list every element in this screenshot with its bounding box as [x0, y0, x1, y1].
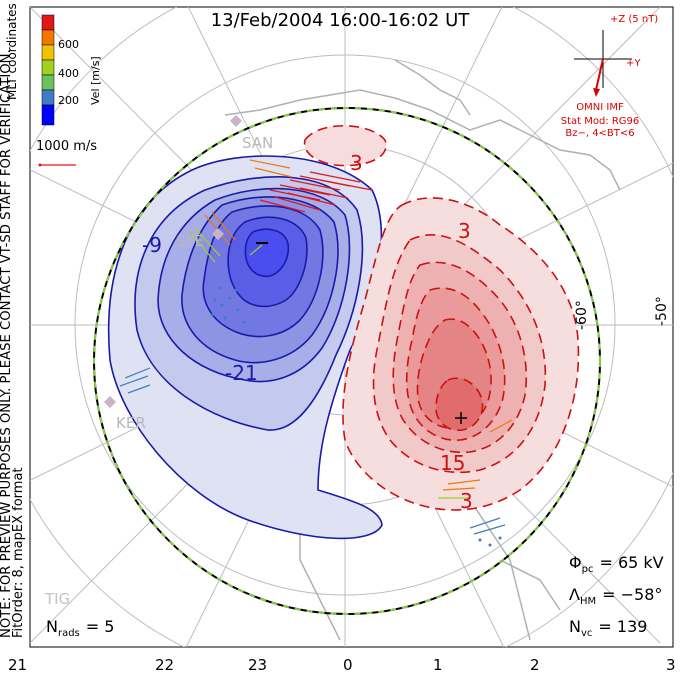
radar-stations — [104, 115, 242, 408]
cross-polar-potential-stat: Φpc = 65 kV — [569, 553, 664, 575]
reference-vector-label: 1000 m/s — [36, 139, 97, 154]
colorbar-tick-200: 200 — [58, 94, 79, 107]
mlt-tick-1: 1 — [433, 656, 443, 674]
maximum-potential-marker — [455, 412, 467, 424]
latitude-label-50: -50° — [654, 296, 670, 326]
mlt-tick-22: 22 — [155, 656, 174, 674]
positive-potential-cell — [303, 124, 580, 511]
station-ker-label: KER — [116, 414, 146, 432]
vector-count-stat: Nvc = 139 — [569, 617, 647, 639]
station-san-marker — [230, 115, 242, 127]
colorbar-bin — [41, 29, 55, 46]
hmb-latitude-stat: ΛHM = −58° — [569, 585, 662, 607]
station-tig-label: TIG — [44, 590, 70, 608]
mlt-tick-3: 3 — [666, 656, 676, 674]
colorbar-tick-400: 400 — [58, 67, 79, 80]
colorbar-tick-600: 600 — [58, 38, 79, 51]
imf-model-label: OMNI IMF — [576, 102, 624, 113]
contour-label-pos-bottom: 3 — [460, 489, 473, 513]
fit-order-label: FitOrder: 8, mapEX format — [11, 467, 26, 638]
contour-label-pos-inner: 15 — [440, 451, 465, 475]
contour-label-pos-mid: 3 — [458, 219, 471, 243]
station-san-label: SAN — [242, 134, 273, 152]
colorbar-bin — [41, 104, 55, 126]
mlt-tick-23: 23 — [248, 656, 267, 674]
contour-label-neg-outer: -9 — [142, 233, 162, 257]
station-sye-marker — [212, 228, 224, 240]
latitude-label-60: -60° — [574, 300, 590, 330]
coordinates-label: MLT coordinates — [5, 3, 19, 100]
map-title: 13/Feb/2004 16:00-16:02 UT — [211, 10, 471, 31]
colorbar-bin — [41, 59, 55, 76]
mlt-axis: 21 22 23 0 1 2 3 — [8, 656, 676, 674]
colorbar-bin — [41, 44, 55, 61]
imf-condition-label: Bz−, 4<BT<6 — [565, 128, 634, 139]
colorbar-bin — [41, 74, 55, 91]
colorbar-bin — [41, 89, 55, 106]
contour-label-pos-top: 3 — [350, 151, 363, 175]
station-ker-marker — [104, 396, 116, 408]
contour-label-neg-inner: -21 — [225, 361, 258, 385]
mlt-tick-21: 21 — [8, 656, 27, 674]
nrads-stat: Nrads = 5 — [46, 617, 114, 639]
velocity-vectors — [119, 159, 513, 547]
mlt-tick-0: 0 — [343, 656, 353, 674]
antarctica-coastline — [224, 59, 621, 641]
imf-stat-mod-label: Stat Mod: RG96 — [561, 116, 640, 127]
colorbar-bin — [41, 14, 55, 31]
negative-potential-cell — [107, 155, 383, 540]
imf-z-label: +Z (5 nT) — [610, 14, 658, 25]
velocity-colorbar — [41, 14, 55, 126]
mlt-tick-2: 2 — [530, 656, 540, 674]
imf-y-label: +Y — [626, 58, 641, 69]
imf-clock-dial: +Z (5 nT) +Y OMNI IMF Stat Mod: RG96 Bz−… — [561, 14, 659, 139]
station-sye-label: SYE — [176, 232, 204, 250]
preview-watermark: NOTE: FOR PREVIEW PURPOSES ONLY. PLEASE … — [0, 49, 14, 638]
colorbar-label: Vel [m/s] — [89, 56, 102, 105]
